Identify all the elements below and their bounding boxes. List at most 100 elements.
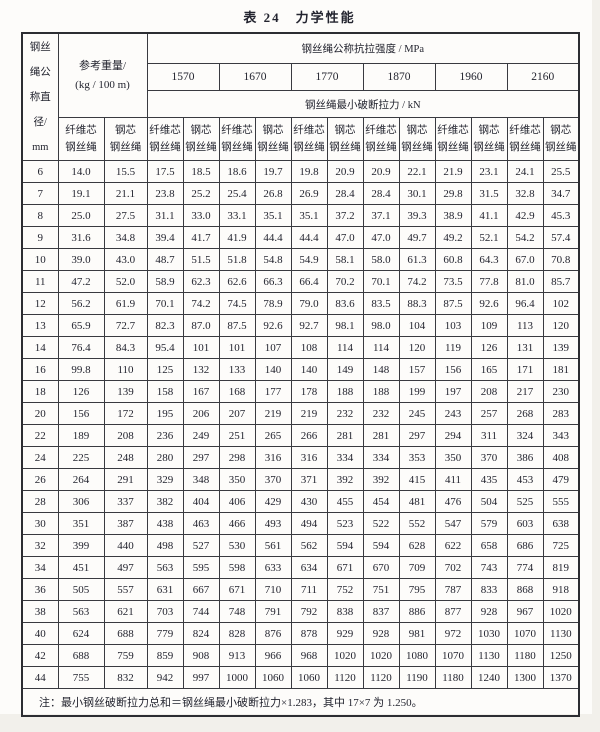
tensile-strength-header: 钢丝绳公称抗拉强度 / MPa (146, 32, 580, 64)
value-cell: 98.0 (362, 314, 400, 337)
value-cell: 47.0 (362, 226, 400, 249)
value-cell: 343 (542, 424, 580, 447)
value-cell: 1060 (254, 666, 292, 689)
value-cell: 109 (470, 314, 508, 337)
value-cell: 45.3 (542, 204, 580, 227)
header-row-breaking-force: 钢丝绳最小破断拉力 / kN (22, 90, 580, 118)
value-cell: 463 (182, 512, 220, 535)
table-row: 8 25.0 27.5 31.1 33.0 33.1 35.1 35.1 37.2 37.1 39.… (21, 204, 580, 227)
value-cell: 702 (434, 556, 472, 579)
value-cell: 306 (57, 490, 105, 513)
mechanical-properties-table: 钢丝 绳公 称直 径/ mm 参考重量/ (kg / 100 m) 钢丝绳公称抗… (21, 32, 581, 717)
value-cell: 62.3 (182, 270, 220, 293)
value-cell: 14.0 (57, 160, 105, 183)
value-cell: 27.5 (103, 204, 148, 227)
value-cell: 139 (103, 380, 148, 403)
header-line: 钢丝绳 (221, 142, 253, 153)
table-row: 44 755 832 942 997 1000 1060 1060 1120 1120 1190 11… (21, 666, 580, 689)
value-cell: 31.5 (470, 182, 508, 205)
value-cell: 833 (470, 578, 508, 601)
value-cell: 594 (326, 534, 364, 557)
value-cell: 710 (254, 578, 292, 601)
header-line: 钢芯 (406, 125, 428, 136)
value-cell: 34.7 (542, 182, 580, 205)
header-line: 径/ (33, 116, 47, 128)
value-cell: 408 (542, 446, 580, 469)
value-cell: 70.1 (362, 270, 400, 293)
fiber-core-subheader: 纤维芯 钢丝绳 (434, 117, 472, 161)
grade-header-1960: 1960 (434, 63, 508, 91)
value-cell: 177 (254, 380, 292, 403)
value-cell: 61.3 (398, 248, 436, 271)
value-cell: 598 (218, 556, 256, 579)
value-cell: 281 (326, 424, 364, 447)
value-cell: 638 (542, 512, 580, 535)
value-cell: 49.2 (434, 226, 472, 249)
value-cell: 1180 (506, 644, 544, 667)
value-cell: 39.3 (398, 204, 436, 227)
table-row: 32 399 440 498 527 530 561 562 594 594 628 622 658 68… (21, 534, 580, 557)
value-cell: 759 (103, 644, 148, 667)
value-cell: 219 (254, 402, 292, 425)
table-row: 12 56.2 61.9 70.1 74.2 74.5 78.9 79.0 83.6 83.5 88… (21, 292, 580, 315)
value-cell: 33.0 (182, 204, 220, 227)
value-cell: 101 (218, 336, 256, 359)
value-cell: 504 (470, 490, 508, 513)
table-row: 22 189 208 236 249 251 265 266 281 281 297 294 311 32… (21, 424, 580, 447)
value-cell: 316 (254, 446, 292, 469)
value-cell: 26.9 (290, 182, 328, 205)
value-cell: 594 (362, 534, 400, 557)
value-cell: 667 (182, 578, 220, 601)
value-cell: 51.8 (218, 248, 256, 271)
header-line: 钢丝 (29, 41, 51, 53)
value-cell: 415 (398, 468, 436, 491)
header-line: 钢芯 (115, 125, 136, 136)
value-cell: 74.2 (398, 270, 436, 293)
value-cell: 411 (434, 468, 472, 491)
diameter-cell: 32 (21, 534, 59, 557)
table-row: 42 688 759 859 908 913 966 968 1020 1020 1080 1070 1… (21, 644, 580, 667)
header-line: 钢丝绳 (401, 142, 433, 153)
diameter-cell: 38 (21, 600, 59, 623)
value-cell: 387 (103, 512, 148, 535)
value-cell: 49.7 (398, 226, 436, 249)
value-cell: 1020 (362, 644, 400, 667)
value-cell: 562 (290, 534, 328, 557)
header-line: 纤维芯 (365, 125, 397, 136)
header-line: 钢丝绳 (109, 142, 142, 153)
value-cell: 19.8 (290, 160, 328, 183)
diameter-cell: 18 (21, 380, 59, 403)
value-cell: 48.7 (146, 248, 184, 271)
value-cell: 530 (218, 534, 256, 557)
value-cell: 525 (506, 490, 544, 513)
diameter-cell: 40 (21, 622, 59, 645)
value-cell: 18.6 (218, 160, 256, 183)
value-cell: 555 (542, 490, 580, 513)
header-row-grades: 1570 1670 1770 1870 1960 2160 (22, 63, 580, 91)
value-cell: 748 (218, 600, 256, 623)
value-cell: 711 (290, 578, 328, 601)
value-cell: 1190 (398, 666, 436, 689)
value-cell: 265 (254, 424, 292, 447)
value-cell: 104 (398, 314, 436, 337)
value-cell: 688 (57, 644, 105, 667)
value-cell: 31.6 (57, 226, 105, 249)
value-cell: 39.0 (57, 248, 105, 271)
value-cell: 44.4 (254, 226, 292, 249)
core-type-subhead-row: 纤维芯 钢丝绳 钢芯 钢丝绳 纤维芯 钢丝绳 钢芯 钢丝绳 纤维芯 钢丝绳 钢芯 钢丝绳 纤维芯 钢丝绳钢… (22, 117, 580, 161)
value-cell: 34.8 (103, 226, 148, 249)
table-row: 13 65.9 72.7 82.3 87.0 87.5 92.6 92.7 98.1 98.0 10… (21, 314, 580, 337)
value-cell: 245 (398, 402, 436, 425)
value-cell: 523 (326, 512, 364, 535)
value-cell: 101 (182, 336, 220, 359)
value-cell: 1070 (506, 622, 544, 645)
value-cell: 84.3 (103, 336, 148, 359)
value-cell: 171 (506, 358, 544, 381)
value-cell: 725 (542, 534, 580, 557)
value-cell: 52.1 (470, 226, 508, 249)
value-cell: 206 (182, 402, 220, 425)
value-cell: 156 (57, 402, 105, 425)
value-cell: 257 (470, 402, 508, 425)
value-cell: 522 (362, 512, 400, 535)
header-line: 纤维芯 (65, 125, 97, 136)
